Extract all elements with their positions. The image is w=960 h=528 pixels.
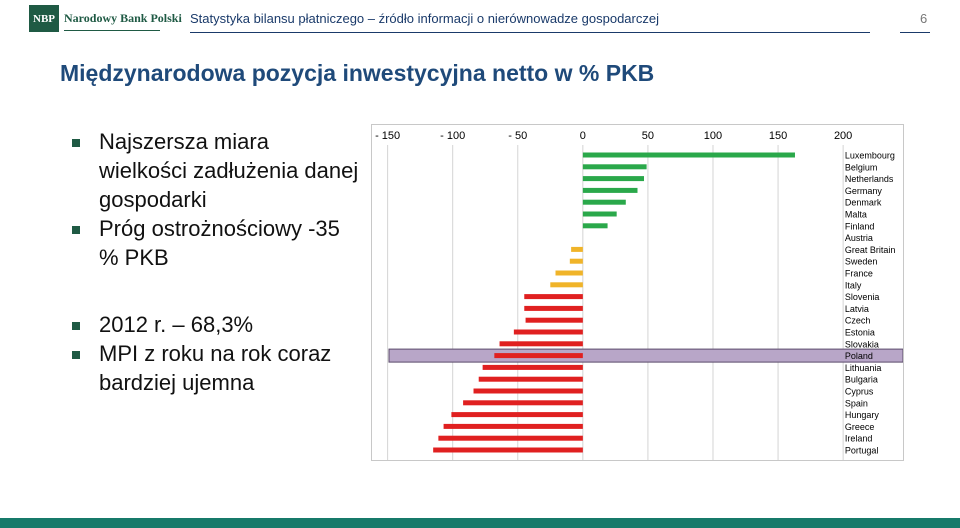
category-label: Poland bbox=[845, 351, 873, 361]
category-label: Slovakia bbox=[845, 339, 879, 349]
iip-chart: - 150 - 100 - 50 0 50 100 150 200 Luxembourg Belg… bbox=[371, 124, 904, 461]
x-tick-label: 100 bbox=[704, 130, 722, 142]
x-tick-label: - 50 bbox=[508, 130, 527, 142]
category-label: Hungary bbox=[845, 410, 880, 420]
bullet-square-icon bbox=[72, 322, 80, 330]
category-label: France bbox=[845, 269, 873, 279]
category-label: Malta bbox=[845, 210, 867, 220]
chart-bar bbox=[494, 353, 583, 359]
chart-bar bbox=[478, 376, 583, 382]
category-label: Italy bbox=[845, 280, 862, 290]
bullet-square-icon bbox=[72, 139, 80, 147]
x-tick-label: 200 bbox=[834, 130, 852, 142]
bullet-square-icon bbox=[72, 351, 80, 359]
bullet-item: Próg ostrożnościowy -35 % PKB bbox=[72, 214, 362, 272]
category-label: Slovenia bbox=[845, 292, 880, 302]
category-label: Denmark bbox=[845, 198, 882, 208]
bullet-list: Najszersza miara wielkości zadłużenia da… bbox=[72, 127, 362, 397]
x-tick-label: - 150 bbox=[375, 130, 400, 142]
x-tick-label: 150 bbox=[769, 130, 787, 142]
bullet-square-icon bbox=[72, 226, 80, 234]
chart-bar bbox=[524, 305, 583, 311]
logo-underline bbox=[64, 30, 160, 31]
category-label: Latvia bbox=[845, 304, 869, 314]
nbp-logo: NBP bbox=[29, 5, 59, 32]
category-label: Estonia bbox=[845, 328, 875, 338]
chart-bar bbox=[482, 364, 583, 370]
x-tick-label: 0 bbox=[580, 130, 586, 142]
category-label: Bulgaria bbox=[845, 375, 878, 385]
category-label: Germany bbox=[845, 186, 883, 196]
category-label: Austria bbox=[845, 233, 873, 243]
chart-bar bbox=[550, 282, 583, 288]
x-tick-label: 50 bbox=[642, 130, 654, 142]
chart-bar bbox=[582, 223, 608, 229]
x-tick-label: - 100 bbox=[440, 130, 465, 142]
footer-bar bbox=[0, 518, 960, 528]
chart-bar bbox=[582, 176, 645, 182]
header-title: Statystyka bilansu płatniczego – źródło … bbox=[190, 11, 659, 26]
chart-bar bbox=[525, 317, 583, 323]
iip-chart-svg: - 150 - 100 - 50 0 50 100 150 200 LuxembourgBelg… bbox=[375, 130, 903, 460]
bullet-item: Najszersza miara wielkości zadłużenia da… bbox=[72, 127, 362, 214]
chart-bar bbox=[582, 152, 795, 158]
chart-bar bbox=[582, 164, 647, 170]
chart-bar bbox=[451, 412, 583, 418]
category-label: Belgium bbox=[845, 162, 878, 172]
chart-bar bbox=[569, 258, 583, 264]
category-label: Great Britain bbox=[845, 245, 896, 255]
bullet-item: MPI z roku na rok coraz bardziej ujemna bbox=[72, 339, 362, 397]
category-label: Portugal bbox=[845, 446, 879, 456]
chart-bar bbox=[582, 211, 617, 217]
chart-bar bbox=[443, 423, 583, 429]
category-label: Cyprus bbox=[845, 387, 874, 397]
category-label: Lithuania bbox=[845, 363, 882, 373]
chart-bar bbox=[438, 435, 583, 441]
bullet-text: Próg ostrożnościowy -35 % PKB bbox=[99, 216, 340, 270]
chart-bar bbox=[463, 400, 583, 406]
slide-title: Międzynarodowa pozycja inwestycyjna nett… bbox=[60, 60, 655, 86]
category-label: Luxembourg bbox=[845, 151, 895, 161]
chart-bar bbox=[582, 199, 626, 205]
header-divider bbox=[190, 32, 870, 33]
bullet-text: MPI z roku na rok coraz bardziej ujemna bbox=[99, 341, 332, 395]
chart-bar bbox=[524, 294, 583, 300]
chart-bar bbox=[473, 388, 583, 394]
bullet-text: Najszersza miara wielkości zadłużenia da… bbox=[99, 129, 359, 212]
category-label: Czech bbox=[845, 316, 871, 326]
poland-highlight-band bbox=[388, 348, 903, 363]
chart-bar bbox=[555, 270, 583, 276]
category-label: Spain bbox=[845, 398, 868, 408]
chart-bar bbox=[433, 447, 583, 453]
bullet-item: 2012 r. – 68,3% bbox=[72, 310, 362, 339]
category-label: Ireland bbox=[845, 434, 873, 444]
category-label: Netherlands bbox=[845, 174, 894, 184]
page-number-divider bbox=[900, 32, 930, 33]
chart-bar bbox=[582, 187, 638, 193]
chart-bar bbox=[499, 341, 583, 347]
category-label: Greece bbox=[845, 422, 875, 432]
category-label: Finland bbox=[845, 221, 875, 231]
chart-bar bbox=[571, 246, 583, 252]
page-number: 6 bbox=[920, 11, 928, 26]
chart-bar bbox=[513, 329, 583, 335]
bullet-text: 2012 r. – 68,3% bbox=[99, 312, 254, 337]
bank-name: Narodowy Bank Polski bbox=[64, 11, 182, 25]
category-label: Sweden bbox=[845, 257, 878, 267]
